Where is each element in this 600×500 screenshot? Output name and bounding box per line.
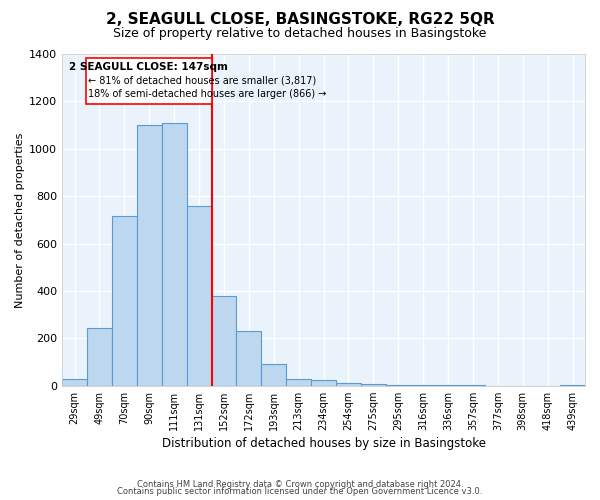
Bar (86, 58, 212, 104)
Text: Contains public sector information licensed under the Open Government Licence v3: Contains public sector information licen… (118, 487, 482, 496)
Bar (411, 384, 436, 386)
Y-axis label: Number of detached properties: Number of detached properties (15, 132, 25, 308)
Bar (386, 384, 411, 386)
Bar (336, 383, 361, 386)
Bar (87, 328, 112, 386)
Bar (162, 122, 187, 386)
Bar (311, 380, 336, 386)
Text: ← 81% of detached houses are smaller (3,817): ← 81% of detached houses are smaller (3,… (88, 76, 317, 86)
Bar (112, 216, 137, 386)
Bar (361, 384, 386, 386)
X-axis label: Distribution of detached houses by size in Basingstoke: Distribution of detached houses by size … (161, 437, 485, 450)
Text: 2, SEAGULL CLOSE, BASINGSTOKE, RG22 5QR: 2, SEAGULL CLOSE, BASINGSTOKE, RG22 5QR (106, 12, 494, 26)
Text: Contains HM Land Registry data © Crown copyright and database right 2024.: Contains HM Land Registry data © Crown c… (137, 480, 463, 489)
Bar (187, 206, 212, 386)
Bar (137, 125, 162, 386)
Text: 2 SEAGULL CLOSE: 147sqm: 2 SEAGULL CLOSE: 147sqm (69, 62, 228, 72)
Bar (62, 378, 87, 386)
Bar (236, 331, 262, 386)
Text: 18% of semi-detached houses are larger (866) →: 18% of semi-detached houses are larger (… (88, 89, 327, 99)
Text: Size of property relative to detached houses in Basingstoke: Size of property relative to detached ho… (113, 28, 487, 40)
Bar (286, 378, 311, 386)
Bar (262, 364, 286, 386)
Bar (212, 296, 236, 386)
